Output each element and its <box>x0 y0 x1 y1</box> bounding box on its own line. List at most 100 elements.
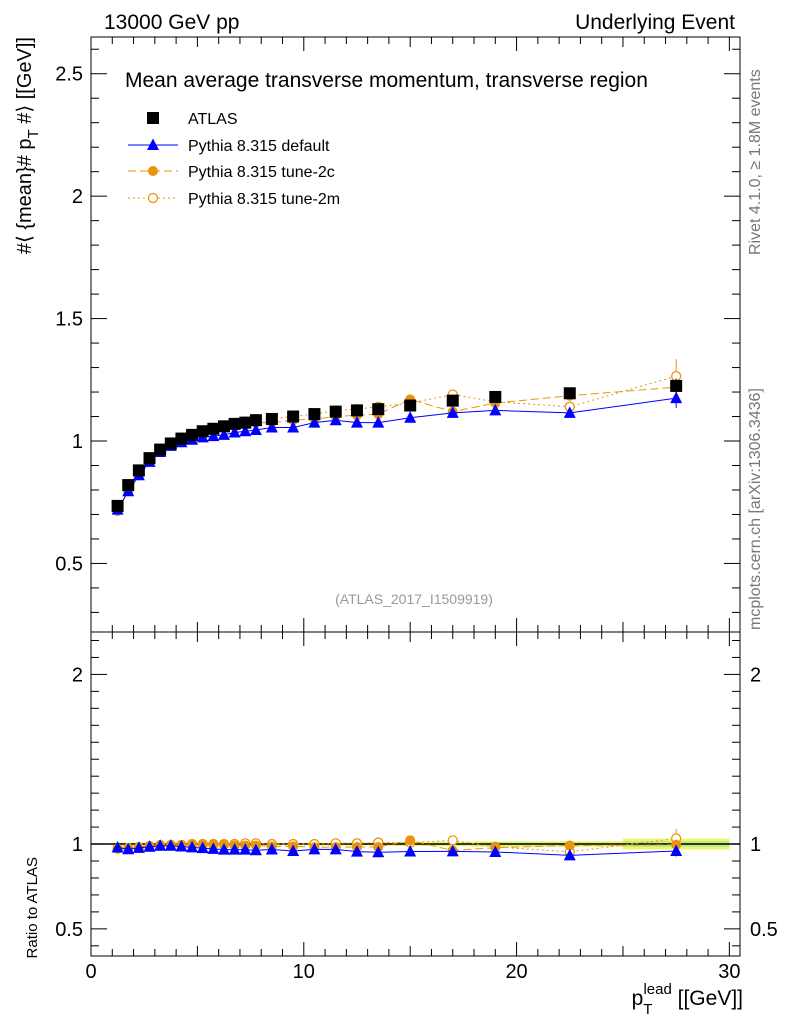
ratio-point <box>265 842 278 855</box>
x-tick-label: 20 <box>505 961 527 983</box>
ratio-point <box>404 844 417 857</box>
ratio-point <box>217 843 230 855</box>
mcplots-label: mcplots.cern.ch [arXiv:1306.3436] <box>747 388 764 630</box>
series-line <box>117 386 677 512</box>
x-tick-label: 10 <box>293 961 315 983</box>
data-point <box>350 404 363 417</box>
data-point <box>446 394 459 407</box>
legend-marker <box>147 192 159 204</box>
ratio-point <box>405 835 416 846</box>
ratio-data <box>111 828 683 861</box>
header-left: 13000 GeV pp <box>104 11 239 34</box>
series-pythia-8-315-tune-2c <box>112 379 682 516</box>
chart-title: Mean average transverse momentum, transv… <box>125 69 648 92</box>
data-point <box>329 405 342 418</box>
ratio-point <box>563 848 576 861</box>
ratio-point <box>143 840 156 852</box>
ratio-point <box>670 844 683 856</box>
legend-item: Pythia 8.315 default <box>128 138 330 155</box>
data-point <box>239 416 252 429</box>
legend-label: Pythia 8.315 tune-2c <box>188 164 335 181</box>
data-point <box>372 416 385 428</box>
data-point <box>563 406 576 418</box>
data-point <box>196 425 209 438</box>
data-point <box>186 428 199 441</box>
ratio-y-tick-label-right: 1 <box>750 834 761 856</box>
data-point <box>217 428 230 440</box>
data-point <box>372 403 385 416</box>
data-point <box>239 424 252 437</box>
data-point <box>122 479 135 492</box>
data-point <box>164 437 177 450</box>
ratio-point <box>175 840 188 852</box>
data-point <box>404 411 417 423</box>
ratio-y-axis-label: Ratio to ATLAS <box>24 857 41 958</box>
data-point <box>670 391 683 404</box>
ratio-point <box>154 839 167 851</box>
data-point <box>265 421 278 433</box>
data-point <box>228 417 241 430</box>
data-point <box>446 406 459 418</box>
data-point <box>143 452 156 465</box>
y-tick-label: 1 <box>72 431 83 453</box>
ratio-point <box>287 844 300 856</box>
y-tick-label: 2.5 <box>55 64 83 86</box>
legend-item: Pythia 8.315 tune-2c <box>128 164 335 181</box>
ratio-y-tick-label-right: 0.5 <box>750 919 778 941</box>
data-point <box>489 403 502 416</box>
data-point <box>670 379 683 392</box>
legend-marker <box>147 112 159 124</box>
y-tick-label: 1.5 <box>55 309 83 331</box>
data-point <box>132 464 145 477</box>
data-point <box>308 408 321 421</box>
analysis-label: (ATLAS_2017_I1509919) <box>335 591 493 607</box>
data-point <box>350 416 363 428</box>
data-point <box>287 421 300 433</box>
main-ticks: 0.5 1 1.5 2 2.5 <box>55 37 740 632</box>
data-point <box>111 499 124 512</box>
ratio-ticks: 0 10 20 30 0.5 0.5 1 1 2 2 <box>55 632 778 983</box>
series-line <box>117 375 677 512</box>
ratio-panel: 0 10 20 30 0.5 0.5 1 1 2 2 <box>55 631 778 983</box>
ratio-point <box>350 845 363 857</box>
ratio-point <box>372 845 385 858</box>
ratio-point <box>249 843 262 856</box>
x-tick-label: 0 <box>85 961 96 983</box>
legend: ATLAS Pythia 8.315 default Pythia 8.315 tu… <box>128 111 340 208</box>
main-panel: 0.5 1 1.5 2 2.5 Mean average transverse mome… <box>55 36 741 633</box>
y-axis-label: #⟨ {mean}# pT #⟩ [[GeV]] <box>14 37 42 254</box>
data-point <box>228 425 241 438</box>
y-tick-label: 2 <box>72 186 83 208</box>
data-point <box>207 422 220 435</box>
ratio-point <box>308 842 321 855</box>
rivet-label: Rivet 4.1.0, ≥ 1.8M events <box>747 69 764 255</box>
data-point <box>217 420 230 433</box>
data-point <box>329 413 342 426</box>
data-point <box>563 387 576 400</box>
x-axis-label: pTlead [[GeV]] <box>632 981 743 1018</box>
header-right: Underlying Event <box>575 11 735 34</box>
ratio-point <box>239 843 252 855</box>
ratio-series-pythia-8-315-default <box>111 839 683 861</box>
legend-item: ATLAS <box>147 111 238 128</box>
ratio-y-tick-label-right: 2 <box>750 664 761 686</box>
ratio-point <box>196 841 209 854</box>
data-point <box>154 443 167 456</box>
ratio-point <box>329 842 342 855</box>
ratio-point <box>207 842 220 854</box>
data-point <box>265 412 278 425</box>
legend-label: Pythia 8.315 default <box>188 138 330 155</box>
ratio-point <box>122 842 135 855</box>
ratio-point <box>132 841 145 853</box>
legend-marker <box>148 166 158 176</box>
ratio-point <box>228 843 241 855</box>
ratio-point <box>564 840 575 851</box>
ratio-frame <box>90 631 741 957</box>
data-point <box>249 414 262 427</box>
series-pythia-8-315-default <box>111 388 683 515</box>
ratio-point <box>164 839 177 851</box>
legend-label: Pythia 8.315 tune-2m <box>188 191 340 208</box>
data-point <box>308 416 321 428</box>
legend-marker <box>147 138 159 150</box>
